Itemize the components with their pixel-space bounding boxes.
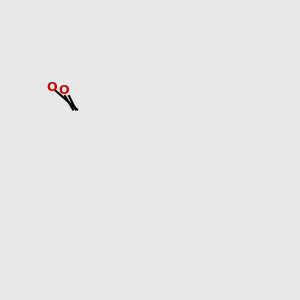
Text: O: O [46, 81, 57, 94]
Text: O: O [58, 84, 69, 97]
